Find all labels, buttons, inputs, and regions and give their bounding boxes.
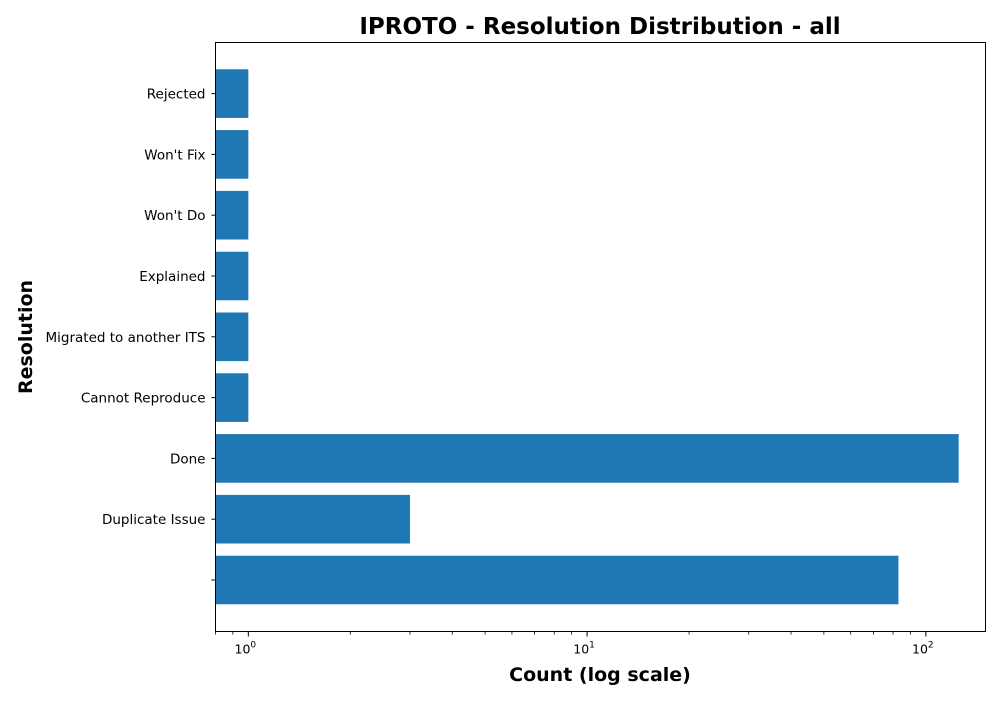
x-axis-ticks: 100 101 102 (215, 631, 934, 657)
y-axis-ticks: Duplicate Issue Done Cannot Reproduce Migra… (46, 87, 216, 581)
x-tick-label: 100 (235, 641, 257, 657)
x-tick-label: 102 (912, 641, 934, 657)
y-tick-label: Cannot Reproduce (81, 391, 206, 407)
bar-1 (215, 494, 410, 544)
bars-group (215, 69, 959, 605)
bar-0 (215, 555, 899, 605)
y-tick-label: Rejected (147, 87, 206, 103)
bar-4 (215, 312, 249, 362)
y-tick-label: Migrated to another ITS (46, 330, 206, 346)
bar-7 (215, 130, 249, 179)
y-tick-label: Done (170, 451, 206, 467)
x-axis-label: Count (log scale) (509, 664, 691, 686)
plot-frame (215, 42, 986, 632)
chart-title: IPROTO - Resolution Distribution - all (359, 14, 840, 40)
y-axis-label: Resolution (15, 280, 37, 394)
bar-3 (215, 373, 249, 422)
x-tick-label: 101 (573, 641, 595, 657)
bar-5 (215, 251, 249, 301)
bar-2 (215, 434, 959, 483)
y-tick-label: Explained (139, 269, 205, 285)
bar-8 (215, 69, 249, 118)
y-tick-label: Won't Fix (144, 147, 205, 163)
bar-6 (215, 190, 249, 240)
y-tick-label: Won't Do (144, 208, 205, 224)
y-tick-label: Duplicate Issue (102, 512, 206, 528)
